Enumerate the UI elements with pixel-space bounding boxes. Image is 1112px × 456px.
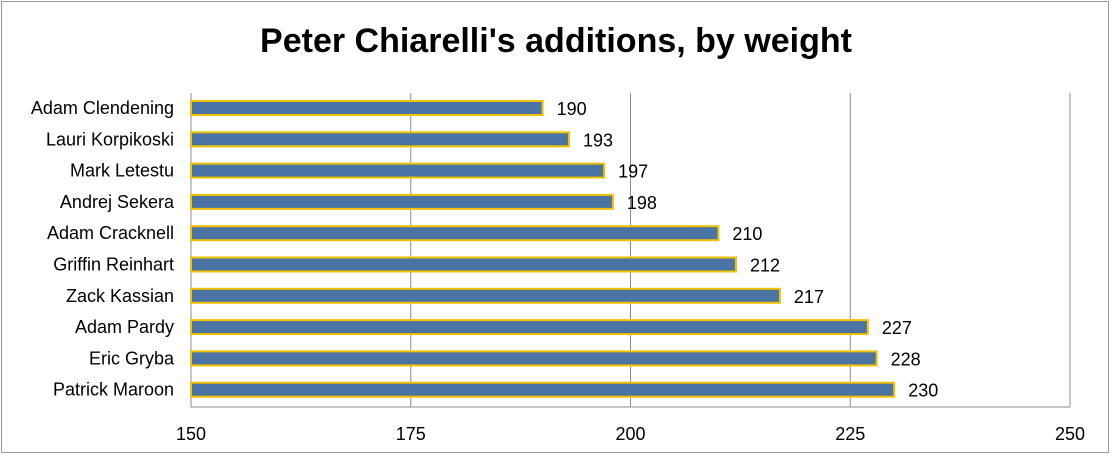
bar: [190, 131, 570, 148]
bar: [190, 350, 878, 367]
category-label: Andrej Sekera: [60, 192, 175, 212]
bar: [190, 319, 869, 336]
bar: [190, 256, 737, 273]
category-label: Lauri Korpikoski: [46, 129, 174, 149]
value-label: 212: [750, 256, 780, 276]
category-label: Adam Pardy: [75, 317, 174, 337]
value-label: 227: [882, 318, 912, 338]
bar: [190, 225, 720, 242]
value-label: 210: [732, 224, 762, 244]
value-label: 197: [618, 162, 648, 182]
category-label: Adam Cracknell: [47, 223, 174, 243]
bar: [190, 100, 544, 116]
category-label: Zack Kassian: [66, 286, 174, 306]
value-label: 193: [583, 130, 613, 150]
x-tick-label: 200: [615, 424, 645, 444]
x-tick-label: 150: [176, 424, 206, 444]
bar: [190, 287, 781, 304]
bar: [190, 162, 606, 179]
value-label: 217: [794, 287, 824, 307]
chart-title: Peter Chiarelli's additions, by weight: [260, 22, 852, 60]
value-label: 190: [557, 99, 587, 119]
x-tick-label: 175: [396, 424, 426, 444]
category-label: Eric Gryba: [89, 348, 175, 368]
category-label: Adam Clendening: [31, 98, 174, 118]
value-label: 198: [627, 193, 657, 213]
labels: 150 175 200 225 250 Adam Clendening 190 Lauri K…: [31, 98, 1085, 444]
category-label: Mark Letestu: [70, 161, 174, 181]
category-label: Griffin Reinhart: [53, 255, 174, 275]
bar: [190, 381, 896, 398]
x-tick-label: 225: [835, 424, 865, 444]
value-label: 230: [908, 381, 938, 401]
category-label: Patrick Maroon: [53, 380, 174, 400]
bar: [190, 193, 614, 210]
bars: [190, 100, 896, 398]
value-label: 228: [891, 349, 921, 369]
x-tick-label: 250: [1055, 424, 1085, 444]
